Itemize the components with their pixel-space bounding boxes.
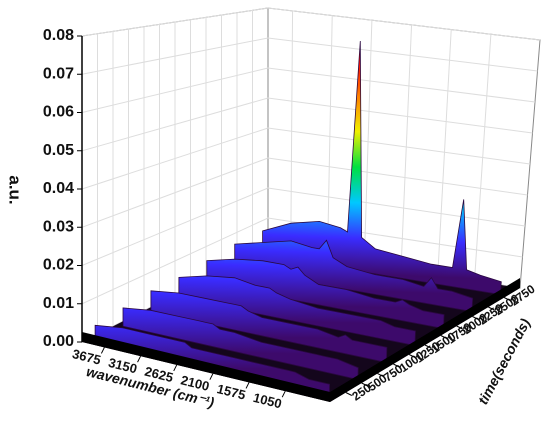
y-tick (361, 382, 368, 387)
y-tick (377, 373, 384, 377)
x-tick-label: 1050 (252, 390, 284, 412)
surface-slice (178, 275, 416, 346)
x-tick-label: 1575 (215, 381, 247, 403)
z-tick-label: 0.07 (43, 65, 74, 82)
y-axis-title: time(seconds) (475, 315, 534, 407)
z-tick-label: 0.03 (43, 218, 74, 235)
surface-slice (150, 290, 388, 363)
z-tick-label: 0.04 (43, 180, 74, 197)
z-tick-label: 0.01 (43, 295, 74, 312)
y-tick (393, 363, 400, 368)
surface-slice (206, 258, 445, 329)
x-tick (173, 364, 178, 372)
surface-slice (234, 239, 474, 312)
z-tick-label: 0.06 (43, 104, 74, 121)
front-face (82, 332, 330, 402)
surface-slice (122, 307, 359, 380)
grid-line (400, 24, 413, 270)
y-tick (503, 297, 511, 301)
y-tick (345, 392, 353, 396)
z-tick-label: 0.08 (43, 27, 74, 44)
grid-line (327, 15, 333, 258)
x-tick (245, 382, 250, 389)
grid-line (437, 29, 452, 275)
z-tick-label: 0.02 (43, 257, 74, 274)
x-tick-label: 3150 (107, 355, 139, 377)
x-tick (209, 373, 214, 380)
x-tick-label: 2100 (179, 372, 211, 394)
y-tick (440, 335, 448, 339)
x-tick (100, 347, 105, 354)
x-tick (281, 390, 286, 398)
y-tick (408, 354, 416, 358)
z-axis-title: a.u. (6, 175, 25, 204)
grid-line (474, 34, 492, 281)
grid-line (290, 10, 294, 252)
surface-slice (262, 40, 502, 295)
x-tick-label: 3675 (71, 346, 103, 368)
x-tick-label: 2625 (143, 364, 175, 386)
y-tick (488, 306, 495, 311)
side-face (330, 278, 520, 402)
y-tick (424, 344, 432, 349)
y-tick (472, 316, 479, 320)
z-tick-label: 0.05 (43, 142, 74, 159)
x-tick (137, 355, 142, 363)
z-tick-label: 0.00 (43, 333, 74, 350)
grid-line (363, 20, 373, 264)
y-tick (456, 325, 463, 330)
